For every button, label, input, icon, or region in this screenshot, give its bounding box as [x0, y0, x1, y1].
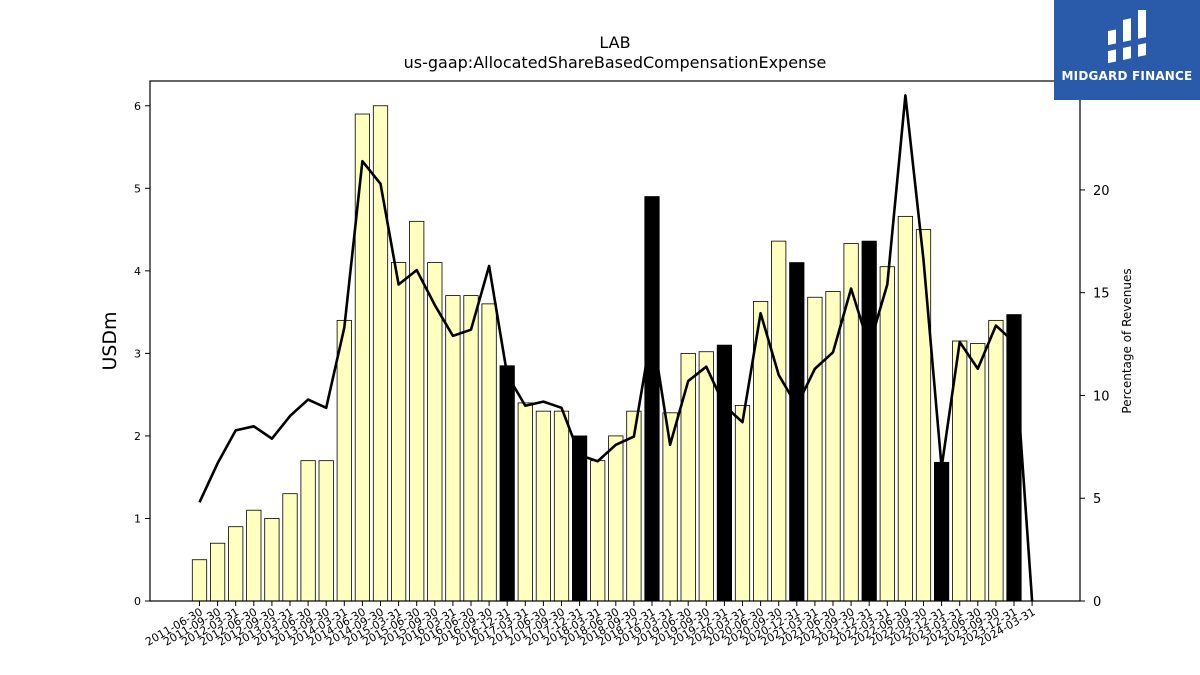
y-tick-label: 2 — [134, 430, 141, 443]
y-axis: 0 1 2 3 4 5 6 — [134, 100, 150, 608]
chart-subtitle: us-gaap:AllocatedShareBasedCompensationE… — [404, 53, 827, 72]
midgard-logo-icon — [1108, 10, 1146, 64]
bar — [264, 518, 280, 602]
y-tick-label: 5 — [134, 182, 141, 195]
bar — [282, 493, 298, 602]
bar — [553, 410, 570, 602]
bar — [879, 266, 895, 602]
y2-tick-label: 5 — [1093, 492, 1101, 507]
y2-axis-label: Percentage of Revenues — [1120, 268, 1134, 413]
bar — [680, 352, 696, 602]
bar — [463, 295, 479, 602]
bar — [390, 262, 407, 602]
bar — [590, 460, 606, 602]
y2-tick-label: 10 — [1093, 389, 1110, 404]
bar — [481, 303, 497, 602]
bar — [372, 105, 389, 602]
bar — [499, 365, 515, 602]
line-layer — [198, 94, 1034, 602]
y2-axis: 0 5 10 15 20 — [1080, 184, 1110, 610]
bar — [970, 343, 986, 602]
y-tick-label: 0 — [134, 595, 141, 608]
bar — [843, 243, 859, 602]
bar — [445, 295, 461, 602]
bar — [535, 410, 552, 602]
y-axis-label: USDm — [99, 311, 121, 370]
bar — [517, 402, 533, 602]
bar — [318, 460, 334, 602]
y2-tick-label: 20 — [1093, 184, 1110, 199]
revenue-percentage-line — [198, 94, 1034, 602]
bar — [934, 461, 950, 602]
bar — [698, 351, 714, 602]
bar — [191, 559, 208, 602]
y-tick-label: 3 — [134, 347, 141, 360]
bar — [915, 229, 932, 602]
bar — [734, 404, 751, 602]
x-axis: 2011-06-302011-09-302012-03-312012-06-30… — [143, 601, 1038, 649]
y2-tick-label: 0 — [1093, 595, 1101, 610]
brand-logo: MIDGARD FINANCE — [1054, 0, 1200, 100]
bar — [771, 240, 787, 602]
y2-tick-label: 15 — [1093, 287, 1110, 302]
y-tick-label: 4 — [134, 265, 141, 278]
bar — [336, 319, 352, 602]
bar — [608, 435, 624, 602]
bar — [354, 113, 371, 602]
brand-name: MIDGARD FINANCE — [1061, 69, 1193, 83]
bar — [988, 319, 1004, 602]
bar — [716, 344, 733, 602]
plot-frame — [149, 80, 1081, 602]
bar — [209, 542, 226, 602]
bar — [897, 215, 914, 602]
bar — [789, 262, 805, 602]
bar — [644, 196, 660, 602]
bar — [572, 435, 588, 602]
bar — [228, 526, 244, 602]
y-tick-label: 6 — [134, 100, 141, 113]
bar — [300, 460, 316, 602]
chart-title: LAB — [599, 33, 630, 52]
bar — [807, 296, 823, 602]
y-tick-label: 1 — [134, 512, 141, 525]
bar — [861, 240, 877, 602]
bar — [246, 509, 262, 602]
